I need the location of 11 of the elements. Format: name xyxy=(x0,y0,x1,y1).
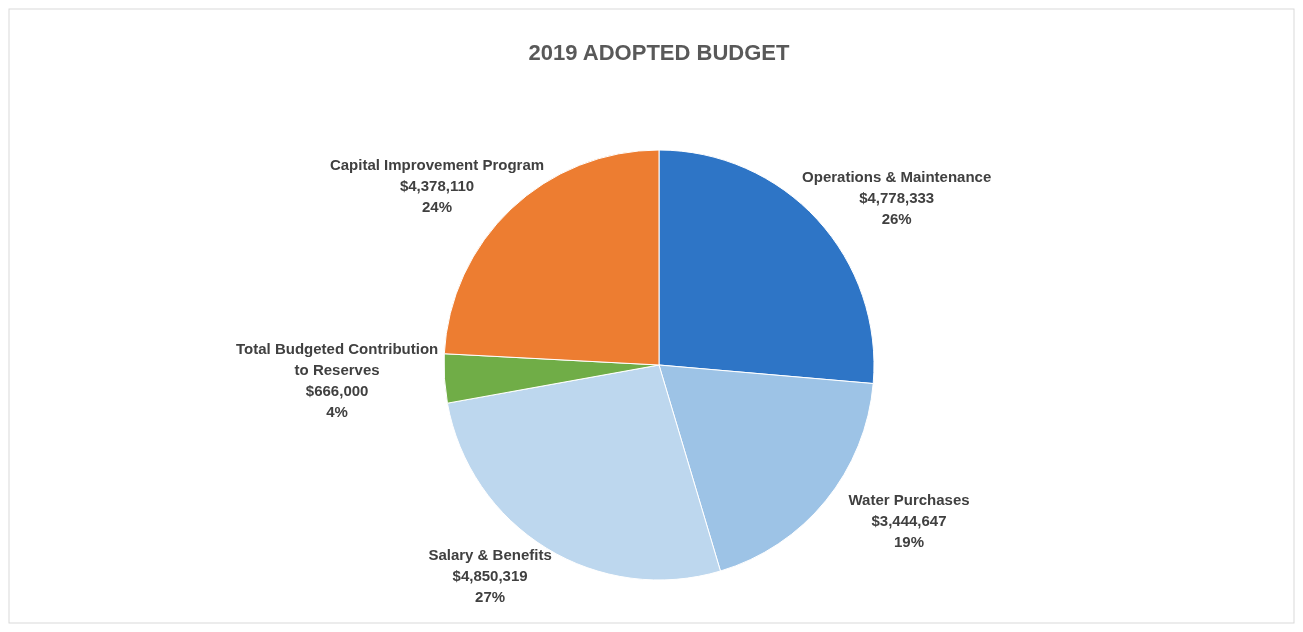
slice-label: Water Purchases xyxy=(848,491,970,509)
data-label: $4,378,110 24% xyxy=(399,176,475,215)
data-label: $666,000 4% xyxy=(305,382,369,421)
data-label: $4,778,333 26% xyxy=(859,188,935,227)
slice-label: Salary & Benefits xyxy=(428,545,552,563)
data-label: $3,444,647 19% xyxy=(871,512,947,551)
data-label: $4,850,319 27% xyxy=(452,566,528,605)
chart-title: 2019 ADOPTED BUDGET xyxy=(528,40,790,65)
slice-label: Capital Improvement Program xyxy=(329,155,545,173)
slice-label: Total Budgeted Contribution to Reserves xyxy=(236,340,439,379)
slice-label: Operations & Maintenance xyxy=(802,167,992,185)
